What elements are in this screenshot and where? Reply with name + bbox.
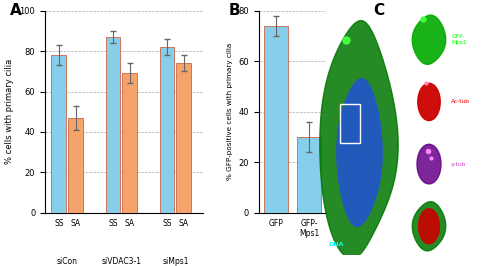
- Text: GFP-Mps1: GFP-Mps1: [322, 18, 351, 23]
- Bar: [68, 118, 83, 213]
- Text: γ-tub: γ-tub: [451, 161, 466, 167]
- Bar: [106, 37, 120, 213]
- Text: Merge: Merge: [451, 224, 469, 229]
- Bar: [160, 47, 174, 213]
- Y-axis label: % cells with primary cilia: % cells with primary cilia: [5, 59, 14, 164]
- Bar: [52, 55, 66, 213]
- Text: A: A: [10, 3, 22, 18]
- Text: Ac-tub: Ac-tub: [451, 99, 470, 105]
- Text: siMps1: siMps1: [162, 257, 188, 266]
- Y-axis label: % GFP-positive cells with primary cilia: % GFP-positive cells with primary cilia: [227, 43, 233, 180]
- Bar: [176, 63, 191, 213]
- Polygon shape: [412, 202, 446, 251]
- Text: siVDAC3-1: siVDAC3-1: [102, 257, 141, 266]
- Polygon shape: [337, 79, 382, 227]
- Bar: [340, 104, 359, 143]
- Polygon shape: [412, 15, 446, 64]
- Polygon shape: [417, 144, 441, 184]
- Text: GFP-
Mps1: GFP- Mps1: [451, 34, 466, 45]
- Bar: [264, 26, 287, 213]
- Text: siCon: siCon: [56, 257, 78, 266]
- Text: B: B: [228, 3, 240, 18]
- Polygon shape: [418, 83, 440, 120]
- Bar: [298, 137, 320, 213]
- Polygon shape: [418, 209, 440, 244]
- Polygon shape: [320, 20, 398, 258]
- Text: C: C: [374, 3, 384, 18]
- Bar: [122, 73, 137, 213]
- Text: DNA: DNA: [328, 242, 344, 247]
